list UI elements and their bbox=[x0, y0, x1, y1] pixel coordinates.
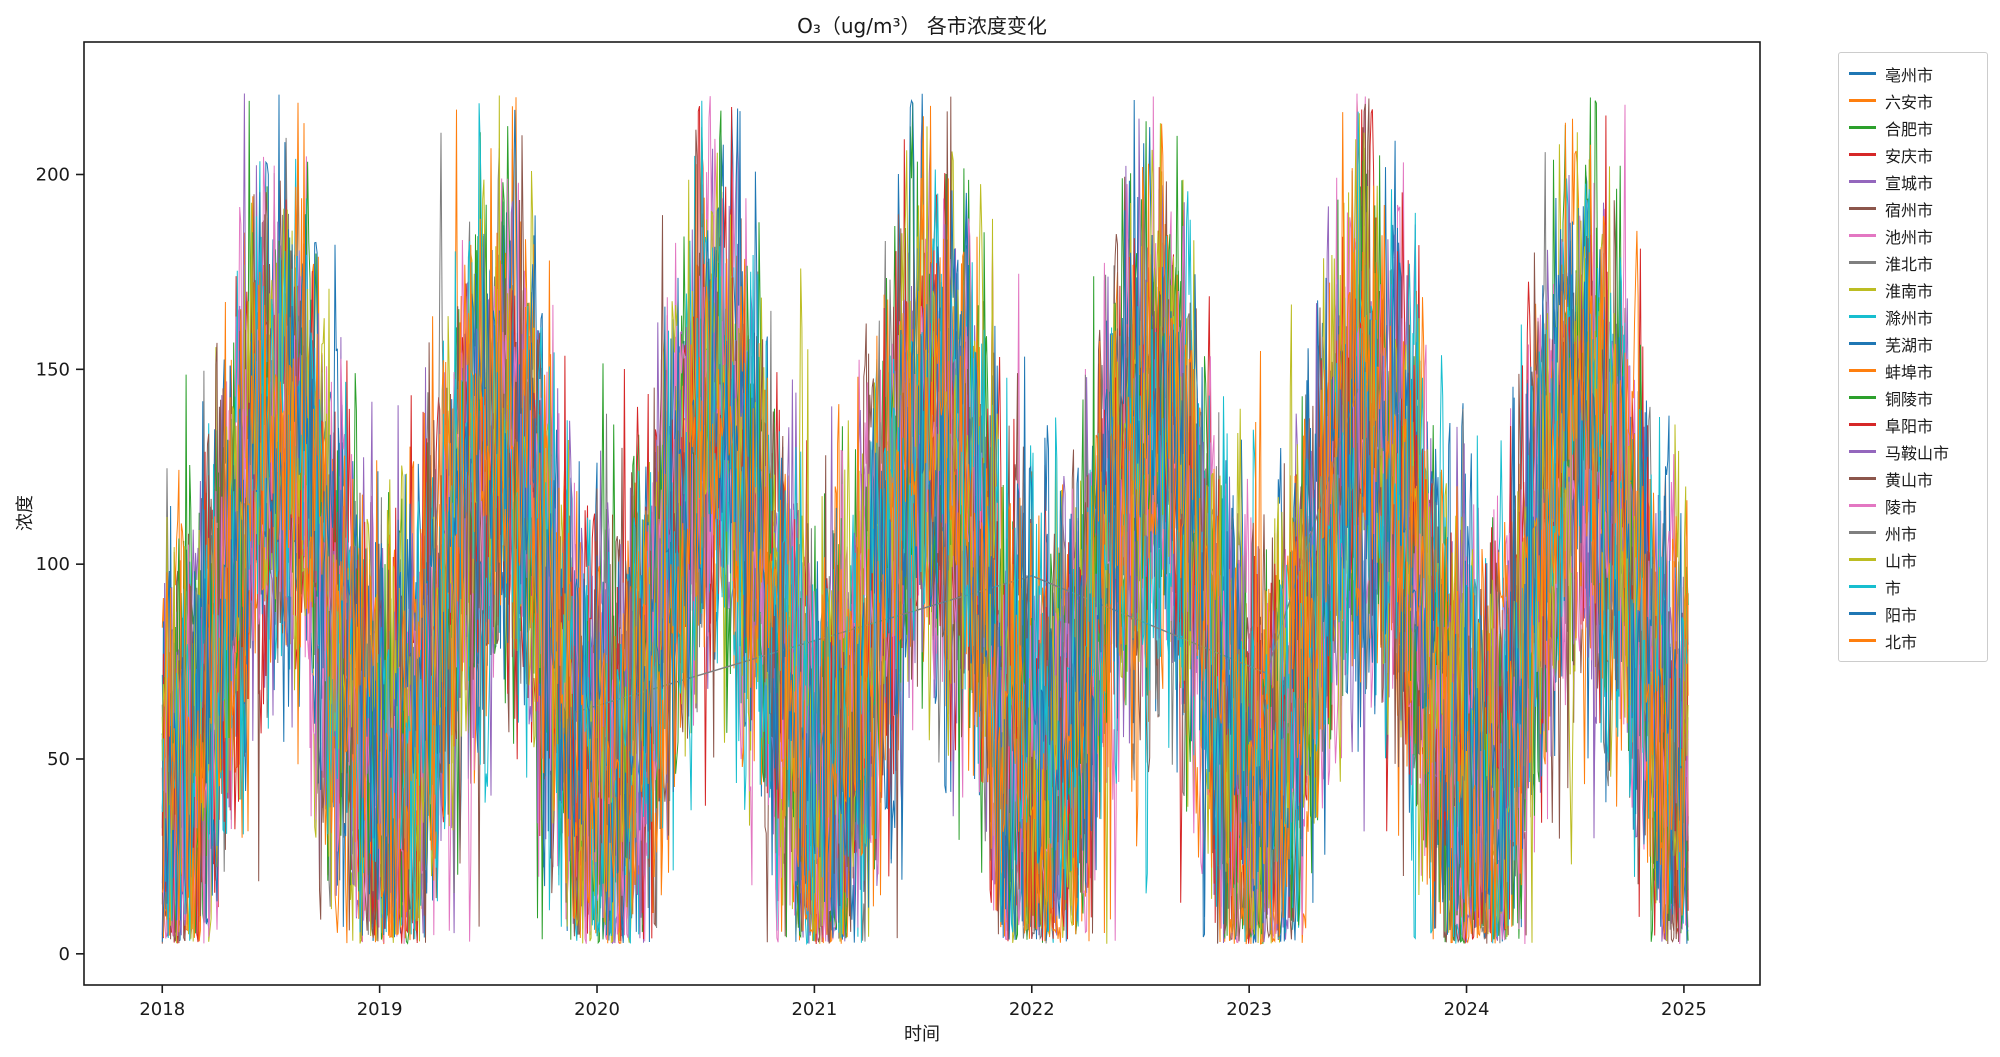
legend-label: 市 bbox=[1885, 578, 1902, 598]
x-tick-label: 2019 bbox=[357, 999, 403, 1020]
legend-line-swatch bbox=[1849, 315, 1876, 318]
legend-label: 州市 bbox=[1885, 524, 1918, 544]
legend-item-21: 阳市 bbox=[1849, 601, 1977, 626]
legend-item-22: 北市 bbox=[1849, 628, 1977, 653]
legend-label: 铜陵市 bbox=[1885, 389, 1934, 409]
y-tick-label: 100 bbox=[36, 554, 70, 575]
legend-label: 马鞍山市 bbox=[1885, 443, 1950, 463]
legend-label: 淮北市 bbox=[1885, 254, 1934, 274]
legend-label: 合肥市 bbox=[1885, 119, 1934, 139]
legend-line-swatch bbox=[1849, 153, 1876, 156]
y-tick-label: 0 bbox=[59, 944, 70, 965]
legend-line-swatch bbox=[1849, 342, 1876, 345]
legend-label: 阳市 bbox=[1885, 605, 1918, 625]
series-group bbox=[161, 93, 1689, 946]
legend-item-6: 宿州市 bbox=[1849, 196, 1977, 221]
legend-item-5: 宣城市 bbox=[1849, 169, 1977, 194]
legend-item-2: 六安市 bbox=[1849, 88, 1977, 113]
legend-label: 陵市 bbox=[1885, 497, 1918, 517]
legend-item-9: 淮南市 bbox=[1849, 277, 1977, 302]
legend-line-swatch bbox=[1849, 99, 1876, 102]
legend: 亳州市六安市合肥市安庆市宣城市宿州市池州市淮北市淮南市滁州市芜湖市蚌埠市铜陵市阜… bbox=[1838, 52, 1988, 662]
legend-line-swatch bbox=[1849, 207, 1876, 210]
legend-item-7: 池州市 bbox=[1849, 223, 1977, 248]
x-tick-label: 2018 bbox=[139, 999, 185, 1020]
legend-line-swatch bbox=[1849, 531, 1876, 534]
legend-label: 池州市 bbox=[1885, 227, 1934, 247]
x-tick-label: 2023 bbox=[1226, 999, 1272, 1020]
legend-label: 滁州市 bbox=[1885, 308, 1934, 328]
x-tick-label: 2020 bbox=[574, 999, 620, 1020]
y-tick-label: 200 bbox=[36, 164, 70, 185]
legend-item-13: 铜陵市 bbox=[1849, 385, 1977, 410]
legend-line-swatch bbox=[1849, 126, 1876, 129]
legend-item-1: 亳州市 bbox=[1849, 61, 1977, 86]
y-tick-label: 150 bbox=[36, 359, 70, 380]
legend-line-swatch bbox=[1849, 396, 1876, 399]
legend-label: 黄山市 bbox=[1885, 470, 1934, 490]
chart-title: O₃（ug/m³） 各市浓度变化 bbox=[797, 14, 1047, 38]
legend-label: 六安市 bbox=[1885, 92, 1934, 112]
legend-line-swatch bbox=[1849, 585, 1876, 588]
x-tick-label: 2021 bbox=[791, 999, 837, 1020]
legend-line-swatch bbox=[1849, 558, 1876, 561]
legend-line-swatch bbox=[1849, 261, 1876, 264]
legend-item-18: 州市 bbox=[1849, 520, 1977, 545]
legend-item-20: 市 bbox=[1849, 574, 1977, 599]
legend-label: 阜阳市 bbox=[1885, 416, 1934, 436]
legend-label: 北市 bbox=[1885, 632, 1918, 652]
x-tick-label: 2024 bbox=[1444, 999, 1490, 1020]
legend-item-19: 山市 bbox=[1849, 547, 1977, 572]
legend-item-10: 滁州市 bbox=[1849, 304, 1977, 329]
legend-label: 宣城市 bbox=[1885, 173, 1934, 193]
legend-label: 山市 bbox=[1885, 551, 1918, 571]
axes-frame bbox=[83, 41, 1761, 986]
legend-label: 淮南市 bbox=[1885, 281, 1934, 301]
legend-line-swatch bbox=[1849, 477, 1876, 480]
legend-line-swatch bbox=[1849, 72, 1876, 75]
legend-line-swatch bbox=[1849, 612, 1876, 615]
y-tick-label: 50 bbox=[47, 749, 70, 770]
legend-item-12: 蚌埠市 bbox=[1849, 358, 1977, 383]
y-axis: 0 50 100 150 200 bbox=[36, 164, 84, 965]
legend-label: 亳州市 bbox=[1885, 65, 1934, 85]
legend-line-swatch bbox=[1849, 504, 1876, 507]
legend-line-swatch bbox=[1849, 423, 1876, 426]
legend-item-8: 淮北市 bbox=[1849, 250, 1977, 275]
legend-line-swatch bbox=[1849, 639, 1876, 642]
legend-item-16: 黄山市 bbox=[1849, 466, 1977, 491]
legend-line-swatch bbox=[1849, 450, 1876, 453]
legend-line-swatch bbox=[1849, 180, 1876, 183]
x-tick-label: 2025 bbox=[1661, 999, 1707, 1020]
legend-item-4: 安庆市 bbox=[1849, 142, 1977, 167]
legend-label: 安庆市 bbox=[1885, 146, 1934, 166]
legend-label: 宿州市 bbox=[1885, 200, 1934, 220]
legend-item-11: 芜湖市 bbox=[1849, 331, 1977, 356]
legend-label: 蚌埠市 bbox=[1885, 362, 1934, 382]
x-tick-label: 2022 bbox=[1009, 999, 1055, 1020]
legend-line-swatch bbox=[1849, 234, 1876, 237]
legend-item-3: 合肥市 bbox=[1849, 115, 1977, 140]
legend-line-swatch bbox=[1849, 288, 1876, 291]
series-line-北市 bbox=[161, 112, 1689, 945]
legend-line-swatch bbox=[1849, 369, 1876, 372]
legend-label: 芜湖市 bbox=[1885, 335, 1934, 355]
legend-item-14: 阜阳市 bbox=[1849, 412, 1977, 437]
legend-item-15: 马鞍山市 bbox=[1849, 439, 1977, 464]
x-axis: 2018 2019 2020 2021 2022 2023 2024 2025 bbox=[139, 985, 1707, 1020]
x-axis-label: 时间 bbox=[904, 1024, 940, 1045]
legend-item-17: 陵市 bbox=[1849, 493, 1977, 518]
